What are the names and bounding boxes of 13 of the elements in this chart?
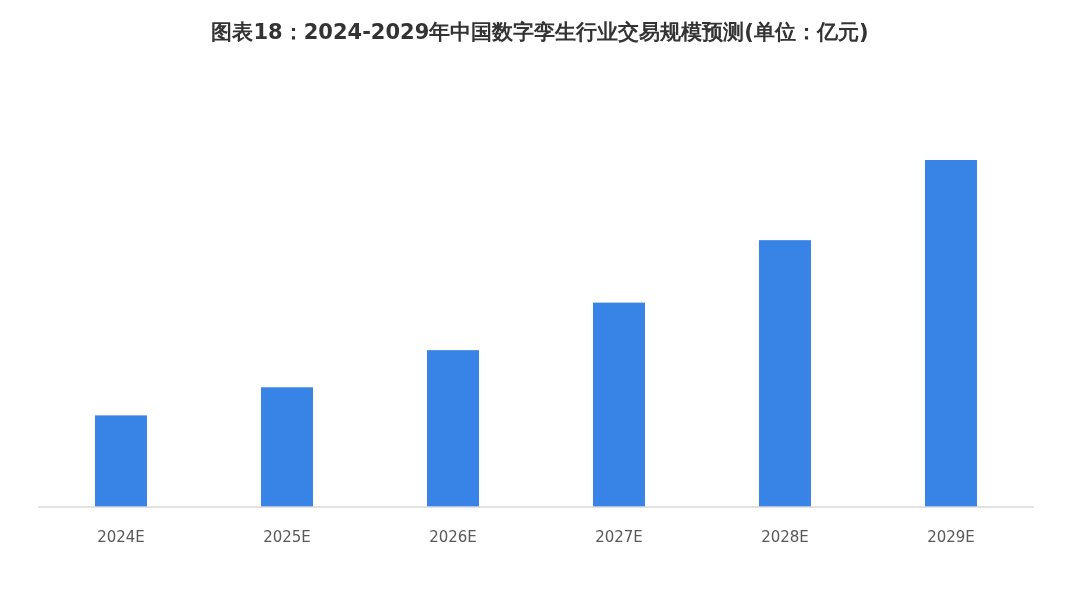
chart-title: 图表18：2024-2029年中国数字孪生行业交易规模预测(单位：亿元) (211, 20, 869, 44)
bar (925, 160, 977, 507)
bar (261, 387, 313, 507)
bar (593, 302, 645, 507)
x-tick-label: 2024E (97, 528, 145, 547)
bar (427, 350, 479, 507)
bar (759, 240, 811, 507)
x-tick-label: 2026E (429, 528, 477, 547)
bar (95, 415, 147, 507)
x-tick-label: 2027E (595, 528, 643, 547)
x-tick-label: 2025E (263, 528, 311, 547)
x-tick-label: 2028E (761, 528, 809, 547)
x-tick-label: 2029E (927, 528, 975, 547)
